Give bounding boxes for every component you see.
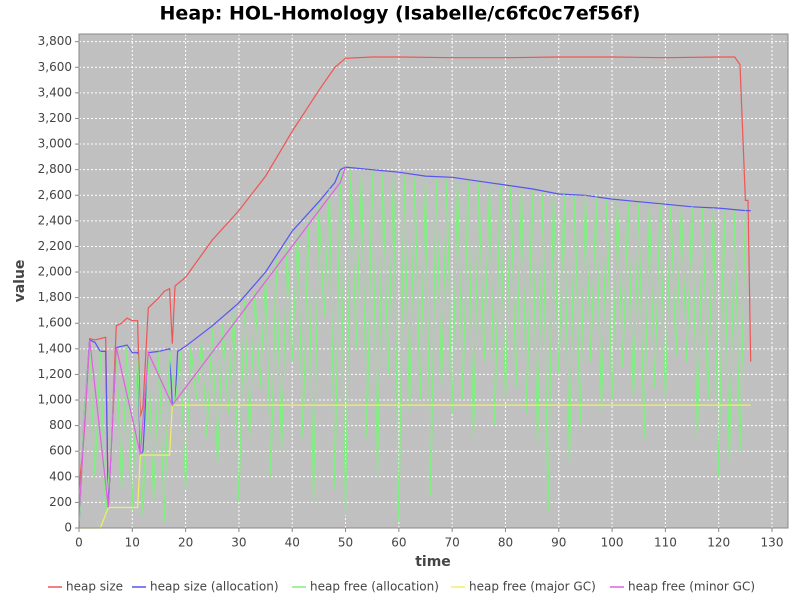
series-line: [79, 404, 751, 529]
y-tick-label: 3,200: [38, 111, 72, 125]
legend-label: heap free (allocation): [310, 580, 439, 594]
x-tick-label: 130: [761, 536, 784, 550]
x-axis-label: time: [415, 554, 451, 570]
x-tick-label: 40: [285, 536, 300, 550]
y-tick-label: 1,000: [38, 393, 72, 407]
y-tick-label: 400: [49, 469, 72, 483]
x-tick-label: 50: [338, 536, 353, 550]
y-tick-label: 1,200: [38, 367, 72, 381]
x-tick-label: 20: [178, 536, 193, 550]
x-tick-label: 0: [75, 536, 83, 550]
y-axis-label: value: [12, 260, 28, 303]
x-tick-label: 120: [707, 536, 730, 550]
x-tick-label: 110: [654, 536, 677, 550]
y-tick-label: 200: [49, 495, 72, 509]
y-tick-label: 1,600: [38, 316, 72, 330]
legend-label: heap free (minor GC): [628, 580, 755, 594]
y-tick-label: 3,600: [38, 60, 72, 74]
x-tick-label: 10: [125, 536, 140, 550]
plot-border: [78, 33, 789, 529]
series-line: [78, 56, 752, 508]
series-line: [78, 166, 347, 516]
legend-label: heap free (major GC): [469, 580, 596, 594]
y-tick-label: 0: [64, 521, 72, 535]
y-tick-label: 3,000: [38, 137, 72, 151]
x-tick-label: 90: [551, 536, 566, 550]
y-tick-label: 3,400: [38, 85, 72, 99]
x-tick-label: 70: [445, 536, 460, 550]
y-tick-label: 1,800: [38, 290, 72, 304]
y-tick-label: 2,400: [38, 213, 72, 227]
plot-area: [79, 34, 788, 528]
x-tick-label: 60: [391, 536, 406, 550]
chart-title: Heap: HOL-Homology (Isabelle/c6fc0c7ef56…: [160, 3, 641, 25]
y-tick-label: 2,600: [38, 188, 72, 202]
x-tick-label: 80: [498, 536, 513, 550]
y-tick-label: 2,000: [38, 265, 72, 279]
x-tick-label: 30: [231, 536, 246, 550]
x-tick-label: 100: [601, 536, 624, 550]
y-tick-label: 3,800: [38, 34, 72, 48]
legend-label: heap size: [66, 580, 123, 594]
y-tick-label: 800: [49, 418, 72, 432]
legend-label: heap size (allocation): [150, 580, 279, 594]
y-tick-label: 1,400: [38, 341, 72, 355]
series-line: [78, 169, 746, 529]
y-tick-label: 600: [49, 444, 72, 458]
y-tick-label: 2,200: [38, 239, 72, 253]
y-tick-label: 2,800: [38, 162, 72, 176]
